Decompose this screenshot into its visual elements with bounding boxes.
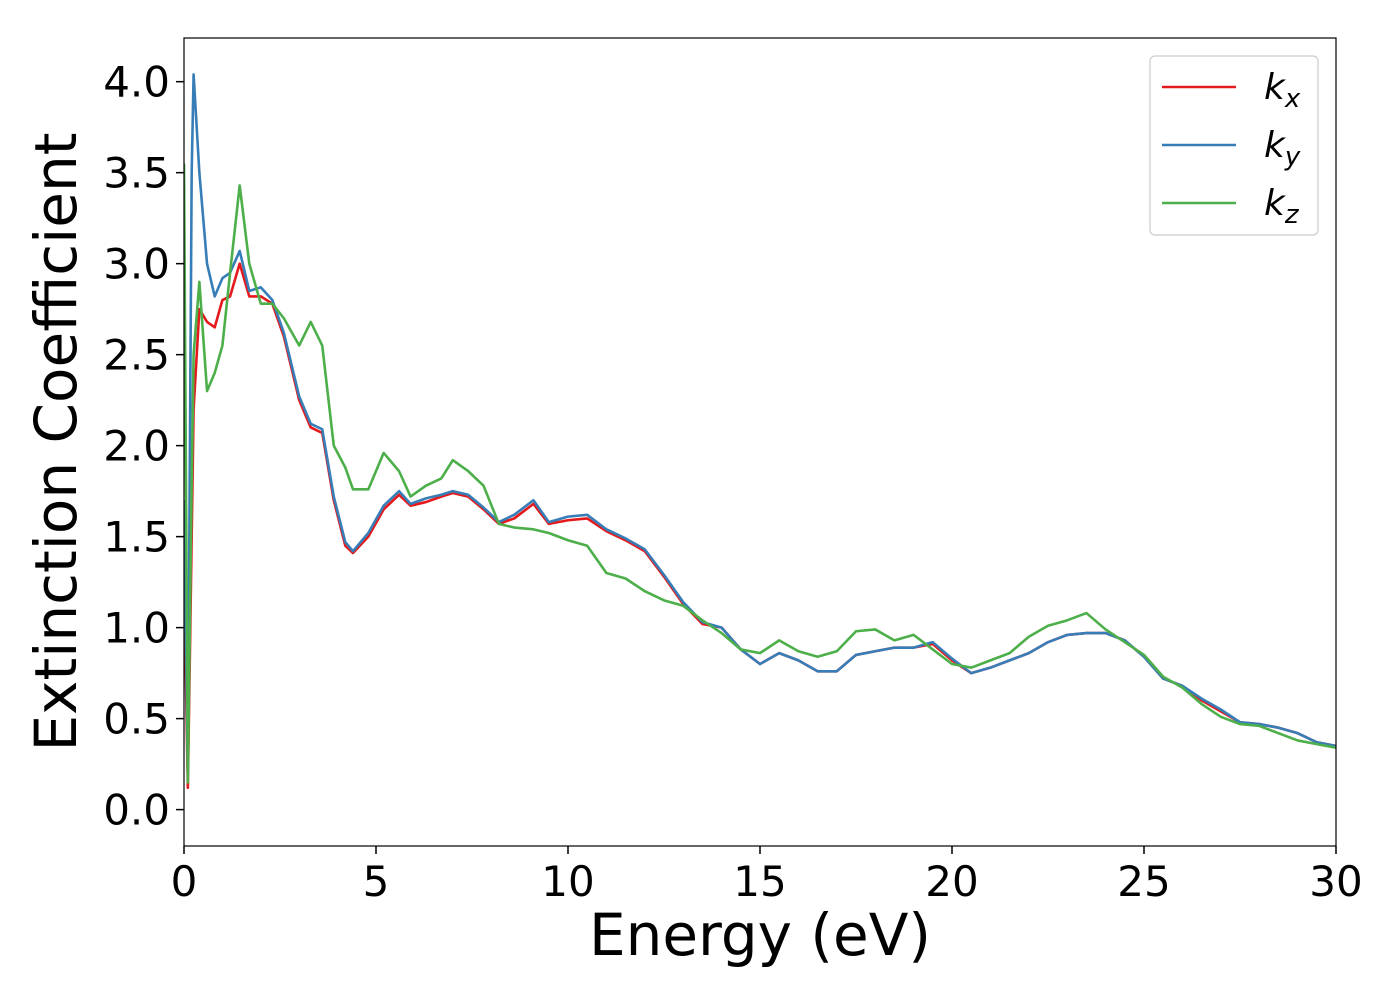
series-line [184,163,1336,784]
y-tick-label: 1.0 [103,604,170,653]
x-tick-label: 30 [1309,857,1362,906]
y-tick-label: 1.5 [103,513,170,562]
legend-label: kx [1264,67,1301,114]
plot-frame [183,37,1337,847]
x-tick-label: 20 [925,857,978,906]
x-tick-label: 5 [363,857,390,906]
y-axis-label: Extinction Coefficient [22,133,90,752]
legend: kx ky kz [1149,55,1319,236]
y-tick-label: 2.5 [103,331,170,380]
x-tick-label: 10 [541,857,594,906]
y-tick-label: 4.0 [103,58,170,107]
legend-label: kz [1264,183,1300,230]
series-line [184,262,1336,790]
x-tick-label: 25 [1117,857,1170,906]
x-axis-label: Energy (eV) [589,901,931,969]
x-tick-label: 15 [733,857,786,906]
legend-label: ky [1264,125,1301,172]
y-tick-label: 3.0 [103,240,170,289]
y-tick-label: 3.5 [103,149,170,198]
x-tick-label: 0 [171,857,198,906]
y-tick-label: 0.5 [103,695,170,744]
y-tick-label: 2.0 [103,422,170,471]
y-tick-label: 0.0 [103,786,170,835]
